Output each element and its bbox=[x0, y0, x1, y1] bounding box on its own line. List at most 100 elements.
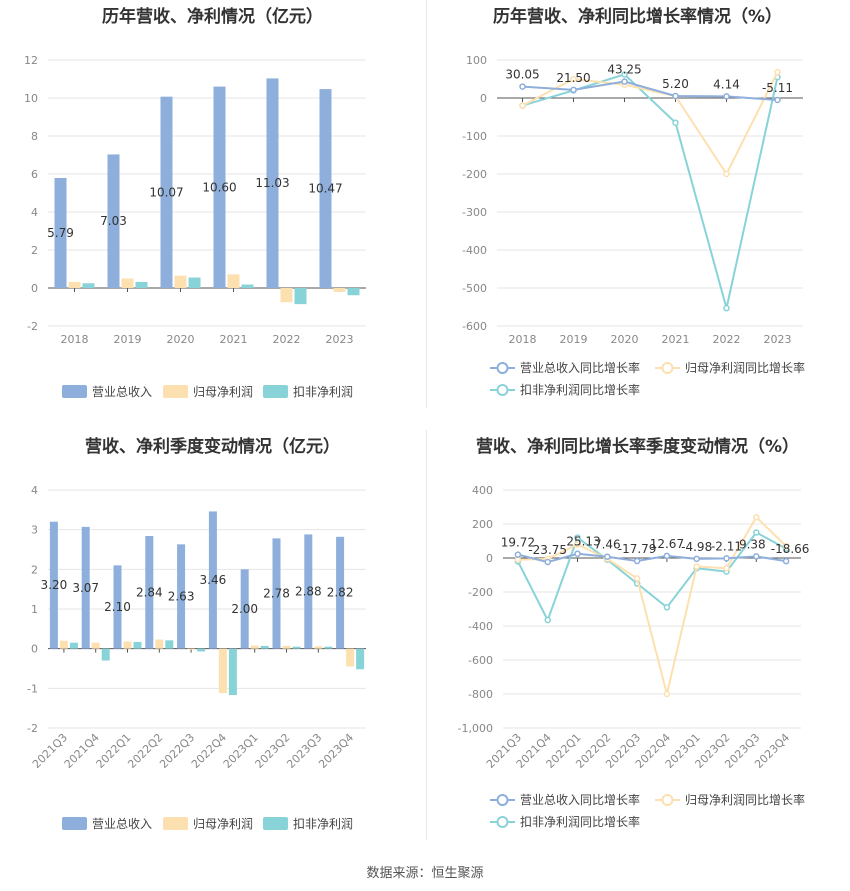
bar bbox=[218, 648, 227, 694]
data-point bbox=[663, 690, 671, 698]
legend-label: 扣非净利润 bbox=[293, 385, 353, 399]
bar bbox=[160, 96, 173, 288]
bar bbox=[304, 534, 313, 649]
y-tick-label: 6 bbox=[31, 168, 38, 181]
data-point bbox=[514, 551, 522, 558]
data-point bbox=[693, 563, 700, 570]
bar bbox=[314, 646, 323, 649]
x-tick-label: 2018 bbox=[61, 333, 89, 346]
x-tick-label: 2023Q4 bbox=[316, 731, 356, 771]
data-label: 3.07 bbox=[72, 581, 99, 595]
y-tick-label: 1 bbox=[31, 603, 38, 616]
x-tick-label: 2019 bbox=[114, 333, 142, 346]
data-point bbox=[544, 616, 551, 624]
bar bbox=[346, 648, 355, 667]
x-tick-label: 2019 bbox=[560, 333, 588, 346]
y-tick-label: -400 bbox=[462, 244, 487, 257]
bar bbox=[123, 641, 132, 649]
bar bbox=[101, 648, 110, 661]
x-tick-label: 2023 bbox=[764, 333, 792, 346]
bar bbox=[165, 640, 174, 649]
y-tick-label: 0 bbox=[31, 643, 38, 656]
data-point bbox=[633, 557, 641, 565]
chart-title: 营收、净利同比增长率季度变动情况（%） bbox=[475, 437, 800, 457]
data-point bbox=[621, 78, 628, 85]
y-tick-label: 10 bbox=[24, 92, 38, 105]
data-label: -4.98 bbox=[681, 540, 712, 554]
data-point bbox=[574, 541, 581, 548]
legend-swatch bbox=[263, 385, 288, 398]
legend-marker bbox=[496, 816, 509, 828]
bar bbox=[228, 648, 237, 696]
bar bbox=[241, 284, 254, 288]
data-label: 5.79 bbox=[47, 226, 74, 240]
data-point bbox=[723, 555, 730, 562]
data-label: 2.78 bbox=[263, 587, 290, 601]
data-label: 2.84 bbox=[136, 585, 163, 599]
annual-revenue-profit-chart: 历年营收、净利情况（亿元） -2 0 2 4 6 8 10 12 2018 2019 2020 202… bbox=[0, 0, 425, 420]
y-tick-label: 200 bbox=[472, 518, 493, 531]
legend-label: 营业总收入 bbox=[92, 817, 152, 831]
data-label: 43.25 bbox=[607, 63, 641, 77]
data-point bbox=[621, 71, 628, 78]
data-point bbox=[782, 542, 790, 550]
quarterly-growth-rate-chart: 营收、净利同比增长率季度变动情况（%） -1,000 -800 -600 -400 -2… bbox=[425, 430, 850, 850]
bar bbox=[272, 538, 281, 649]
x-tick-label: 2023 bbox=[326, 333, 354, 346]
bar bbox=[266, 78, 279, 289]
legend-label: 扣非净利润同比增长率 bbox=[520, 382, 640, 397]
y-tick-label: -500 bbox=[462, 282, 487, 295]
bar bbox=[69, 642, 78, 649]
data-label: 9.38 bbox=[739, 537, 766, 551]
data-label: 10.47 bbox=[308, 182, 342, 196]
bar bbox=[68, 281, 81, 288]
chart-title: 历年营收、净利情况（亿元） bbox=[102, 7, 323, 27]
data-label: -5.11 bbox=[762, 81, 793, 95]
bar bbox=[107, 154, 120, 288]
chart-title: 营收、净利季度变动情况（亿元） bbox=[85, 437, 340, 457]
data-point bbox=[782, 557, 790, 565]
annual-growth-rate-chart: 历年营收、净利同比增长率情况（%） -600 -500 -400 -300 -200 -1… bbox=[425, 0, 850, 420]
legend-label: 营业总收入 bbox=[92, 385, 152, 399]
data-source: 数据来源：恒生聚源 bbox=[366, 866, 484, 881]
x-tick-label: 2022 bbox=[713, 333, 741, 346]
chart-svg: -1,000-800-600-400-20002004002021Q32021Q… bbox=[458, 484, 810, 829]
data-label: -2.11 bbox=[711, 539, 742, 553]
data-label: 2.88 bbox=[295, 585, 322, 599]
bar bbox=[292, 646, 301, 649]
data-label: 21.50 bbox=[556, 71, 590, 85]
bar bbox=[213, 86, 226, 288]
data-point bbox=[663, 552, 671, 560]
chart-svg: -600 -500 -400 -300 -200 -100 0 100 2018 2019 2020… bbox=[462, 54, 805, 397]
bar bbox=[324, 646, 333, 649]
data-label: -18.66 bbox=[771, 542, 810, 556]
bar bbox=[240, 569, 249, 649]
data-label: 30.05 bbox=[505, 68, 539, 82]
bar bbox=[177, 544, 186, 649]
chart-svg: -2-1012342021Q32021Q42022Q12022Q22022Q32… bbox=[27, 484, 366, 831]
y-tick-label: 2 bbox=[31, 563, 38, 576]
bar bbox=[208, 511, 217, 649]
data-label: 12.67 bbox=[650, 537, 684, 551]
bar bbox=[280, 288, 293, 303]
data-point bbox=[570, 86, 577, 94]
legend-swatch bbox=[62, 817, 87, 830]
bar bbox=[121, 278, 134, 288]
data-point bbox=[672, 92, 679, 100]
series-line bbox=[517, 531, 787, 623]
data-point bbox=[672, 119, 679, 126]
data-point bbox=[723, 93, 730, 100]
y-tick-label: 2 bbox=[31, 244, 38, 257]
legend-swatch bbox=[163, 817, 188, 830]
chart-svg: -2 0 2 4 6 8 10 12 2018 2019 2020 2021 2022 2023 5.79 7… bbox=[24, 54, 366, 399]
y-tick-label: 8 bbox=[31, 130, 38, 143]
bar bbox=[59, 640, 68, 649]
series-line bbox=[522, 80, 778, 101]
legend-swatch bbox=[62, 385, 87, 398]
x-tick-label: 2020 bbox=[167, 333, 195, 346]
series-line bbox=[517, 515, 787, 695]
data-label: 2.00 bbox=[231, 602, 258, 616]
y-tick-label: -200 bbox=[462, 168, 487, 181]
data-label: 2.10 bbox=[104, 600, 131, 614]
chart-title: 历年营收、净利同比增长率情况（%） bbox=[492, 7, 783, 27]
